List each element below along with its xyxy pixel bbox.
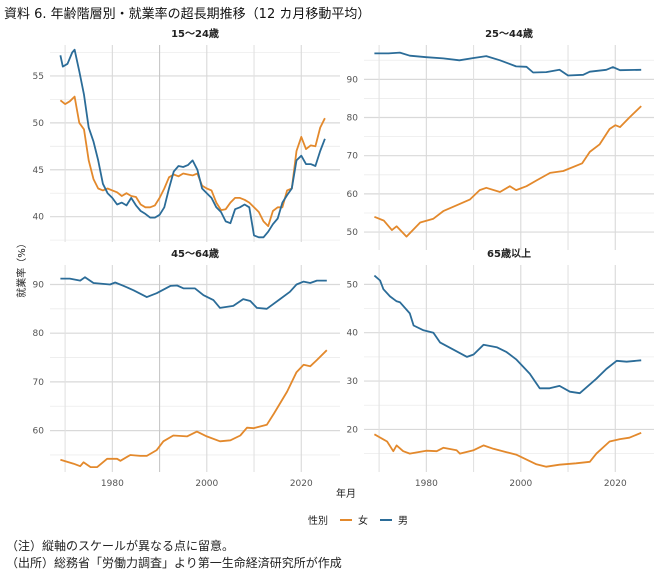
y-tick-label: 90 [347,75,359,85]
x-tick-label: 2000 [195,479,218,489]
figure-title: 資料 6. 年齢階層別・就業率の超長期推移（12 カ月移動平均） [4,7,371,22]
legend-label: 女 [358,514,368,527]
series-line-male [374,51,642,77]
y-tick-label: 40 [33,213,45,223]
note-source: （出所）総務省「労働力調査」より第一生命経済研究所が作成 [6,556,342,570]
x-tick-label: 2020 [604,479,627,489]
notes: （注）縦軸のスケールが異なる点に留意。 （出所）総務省「労働力調査」より第一生命… [6,538,342,572]
panel-2: 50 60 70 80 90 25〜44歳 [347,27,654,250]
y-tick-label: 45 [33,166,44,176]
series-line-male [60,276,327,310]
series-line-female [60,349,328,469]
y-axis-title: 就業率（%） [15,238,28,298]
y-tick-label: 50 [347,228,359,238]
series-line-female [373,431,642,468]
y-tick-label: 60 [347,190,359,200]
panel-3: 60 70 80 90 1980 2000 2020 45〜64歳 [33,247,340,489]
x-tick-label: 1980 [101,479,124,489]
y-tick-label: 30 [347,377,359,387]
x-tick-label: 2000 [509,479,532,489]
y-tick-label: 20 [347,425,359,435]
panel-4: 20 30 40 50 1980 2000 2020 65歳以上 [347,247,654,489]
x-tick-label: 2020 [290,479,313,489]
series-line-male [373,274,642,395]
y-tick-label: 60 [33,427,45,437]
series-line-male [59,48,326,239]
legend: 性別 女 男 [308,514,408,527]
legend-title: 性別 [308,514,328,527]
y-tick-label: 40 [347,329,359,339]
y-tick-label: 50 [347,280,359,290]
y-tick-label: 70 [33,378,45,388]
note-scale: （注）縦軸のスケールが異なる点に留意。 [6,539,235,553]
panel-1: 40 45 50 55 15〜24歳 [33,27,340,242]
y-tick-label: 50 [33,119,45,129]
x-axis-title: 年月 [336,487,356,500]
y-tick-label: 70 [347,152,359,162]
x-tick-label: 1980 [415,479,438,489]
panel-title: 45〜64歳 [171,247,219,260]
panel-title: 65歳以上 [487,247,531,260]
y-tick-label: 90 [33,280,45,290]
legend-label: 男 [398,515,408,527]
panel-title: 25〜44歳 [485,27,533,40]
series-line-female [374,105,642,238]
panel-title: 15〜24歳 [171,27,219,40]
y-tick-label: 80 [33,329,45,339]
y-tick-label: 55 [33,72,44,82]
y-tick-label: 80 [347,114,359,124]
